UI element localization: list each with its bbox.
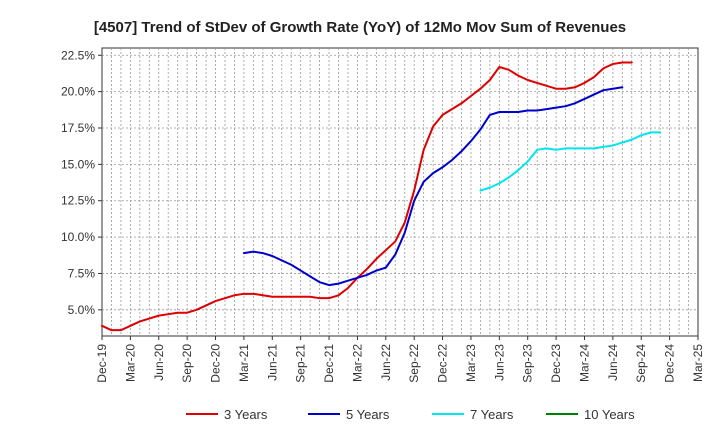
legend-label-7-years: 7 Years (470, 407, 514, 422)
x-tick-label: Mar-21 (237, 344, 251, 382)
chart-title: [4507] Trend of StDev of Growth Rate (Yo… (94, 19, 626, 36)
x-axis: Dec-19 Mar-20 Jun-20 Sep-20 Dec-20 Mar-21 Jun-… (95, 336, 705, 383)
x-tick-label: Jun-22 (379, 344, 393, 381)
x-tick-label: Jun-21 (265, 344, 279, 381)
plot-frame (101, 47, 699, 337)
x-tick-label: Dec-24 (663, 344, 677, 383)
x-tick-label: Jun-20 (152, 344, 166, 381)
legend-label-10-years: 10 Years (584, 407, 635, 422)
x-tick-label: Mar-22 (350, 344, 364, 382)
x-tick-label: Sep-24 (634, 344, 648, 383)
grid (102, 48, 698, 336)
y-tick-label: 22.5% (61, 48, 95, 62)
series-line-5-years (242, 86, 624, 287)
x-tick-label: Mar-25 (691, 344, 705, 382)
y-tick-label: 7.5% (68, 266, 96, 280)
x-tick-label: Sep-21 (294, 344, 308, 383)
y-tick-label: 10.0% (61, 230, 95, 244)
y-tick-label: 5.0% (68, 303, 96, 317)
x-tick-label: Dec-21 (322, 344, 336, 383)
x-tick-label: Sep-20 (180, 344, 194, 383)
series-line-3-years (101, 61, 633, 332)
x-tick-label: Mar-20 (123, 344, 137, 382)
y-tick-label: 12.5% (61, 194, 95, 208)
series-group (101, 61, 662, 332)
series-line-7-years (479, 131, 662, 192)
x-tick-label: Dec-23 (549, 344, 563, 383)
legend-label-3-years: 3 Years (224, 407, 268, 422)
y-tick-label: 20.0% (61, 85, 95, 99)
y-axis: 5.0% 7.5% 10.0% 12.5% 15.0% 17.5% 20.0% 22.5% (61, 48, 102, 317)
x-tick-label: Dec-22 (436, 344, 450, 383)
legend-label-5-years: 5 Years (346, 407, 390, 422)
x-tick-label: Mar-24 (577, 344, 591, 382)
legend: 3 Years 5 Years 7 Years 10 Years (186, 407, 635, 422)
x-tick-label: Dec-20 (209, 344, 223, 383)
x-tick-label: Dec-19 (95, 344, 109, 383)
x-tick-label: Jun-24 (606, 344, 620, 381)
y-tick-label: 17.5% (61, 121, 95, 135)
y-tick-label: 15.0% (61, 157, 95, 171)
x-tick-label: Sep-22 (407, 344, 421, 383)
x-tick-label: Jun-23 (492, 344, 506, 381)
x-tick-label: Sep-23 (521, 344, 535, 383)
x-tick-label: Mar-23 (464, 344, 478, 382)
